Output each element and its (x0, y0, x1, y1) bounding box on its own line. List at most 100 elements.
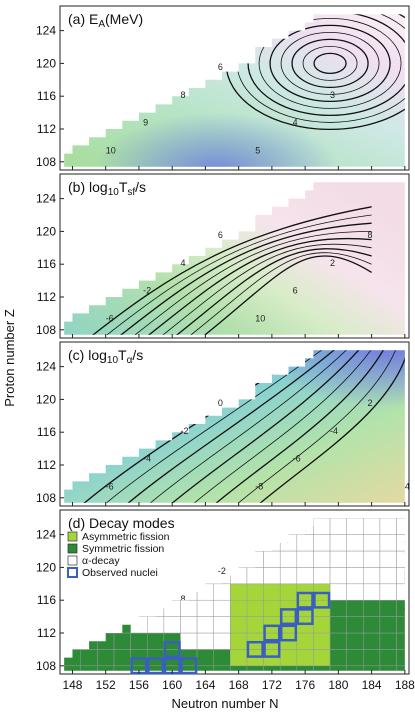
nucleus-cell (246, 616, 264, 634)
nucleus-cell (313, 550, 331, 568)
nucleus-cell (396, 567, 405, 585)
contour-line (212, 350, 389, 503)
nucleus-cell (379, 518, 397, 535)
nucleus-cell (379, 567, 397, 585)
nucleus-cell (363, 599, 381, 617)
contour-label: -2 (180, 426, 188, 436)
contour-label: 9 (143, 118, 148, 128)
contour-line (158, 243, 372, 335)
nucleus-cell (396, 599, 405, 617)
contour-line (256, 350, 405, 503)
contour-label: -2 (143, 286, 151, 296)
contour-label: 5 (255, 146, 260, 156)
nucleus-cell (329, 599, 347, 617)
contour-line (88, 206, 372, 335)
observed-nucleus (296, 591, 314, 609)
nucleus-cell (213, 649, 231, 667)
legend-label: α-decay (82, 555, 120, 567)
legend-swatch (67, 543, 78, 554)
nucleus-cell (246, 567, 264, 585)
panel-title: (c) log10Tα/s (68, 347, 143, 366)
x-tick-label: 176 (295, 678, 315, 692)
observed-nucleus (279, 608, 298, 626)
observed-nucleus (246, 640, 264, 658)
contour-lines (88, 206, 372, 335)
nucleus-cell (246, 583, 264, 601)
contour-label: 6 (293, 286, 298, 296)
nucleus-cell (279, 649, 298, 667)
nucleus-cell (296, 550, 314, 568)
nucleus-cell (313, 616, 331, 634)
nucleus-cell (263, 550, 281, 568)
contour-label: -4 (143, 454, 151, 464)
nucleus-cell (147, 616, 165, 634)
nucleus-cell (230, 583, 248, 601)
y-tick-label: 116 (37, 257, 56, 271)
contour-line (291, 38, 369, 89)
nucleus-cell (329, 534, 347, 552)
nucleus-cell (296, 649, 314, 667)
y-tick-label: 124 (36, 360, 56, 374)
contour-label: -6 (106, 314, 114, 324)
x-tick-label: 152 (96, 678, 116, 692)
observed-nucleus (313, 591, 331, 609)
nucleus-cell (213, 583, 231, 601)
x-tick-label: 156 (129, 678, 149, 692)
observed-nucleus (180, 657, 198, 675)
contour-label: 8 (180, 594, 185, 604)
nucleus-cell (313, 649, 331, 667)
nucleus-cell (396, 632, 405, 650)
nucleus-cell (113, 649, 131, 667)
nucleus-cell (279, 567, 298, 585)
observed-nucleus (263, 640, 281, 658)
nucleus-cell (279, 583, 298, 601)
nucleus-cell (329, 632, 347, 650)
contour-line (269, 24, 391, 103)
nucleus-cell (296, 567, 314, 585)
contour-label: 6 (218, 62, 223, 72)
x-axis-label: Neutron number N (172, 696, 279, 711)
nucleus-cell (396, 616, 405, 634)
nucleus-cell (379, 616, 397, 634)
y-tick-label: 108 (36, 323, 56, 337)
contour-line (236, 14, 405, 123)
legend-swatch (67, 555, 78, 566)
nucleus-cell (213, 599, 231, 617)
nucleus-cell (363, 550, 381, 568)
nucleus-cell (379, 550, 397, 568)
contour-line (116, 222, 372, 335)
contour-label: 4 (293, 118, 298, 128)
nucleus-cell (263, 583, 281, 601)
nucleus-cell (313, 534, 331, 552)
contour-line (124, 350, 345, 503)
y-tick-label: 124 (36, 192, 56, 206)
contour-line (280, 32, 380, 95)
nucleus-cell (379, 632, 397, 650)
contour-line (146, 350, 356, 503)
nucleus-cell (180, 616, 198, 634)
nucleus-cell (396, 550, 405, 568)
contour-line (130, 231, 372, 335)
nucleus-cell (363, 649, 381, 667)
contour-line (102, 214, 372, 335)
nucleus-cell (346, 649, 364, 667)
x-tick-label: 180 (328, 678, 348, 692)
contour-label: 8 (180, 90, 185, 100)
nucleus-cell (279, 550, 298, 568)
nucleus-cell (379, 534, 397, 552)
contour-label: 3 (330, 90, 335, 100)
observed-nucleus (147, 657, 165, 675)
x-tick-label: 164 (195, 678, 215, 692)
contour-label: 2 (330, 258, 335, 268)
nucleus-cell (213, 632, 231, 650)
nucleus-cell (329, 567, 347, 585)
contour-label: -6 (106, 482, 114, 492)
nucleus-cell (329, 518, 347, 535)
nucleus-cell (296, 632, 314, 650)
contour-label: -4 (330, 426, 338, 436)
nucleus-cell (196, 649, 214, 667)
contour-line (302, 46, 358, 81)
contour-label: -6 (293, 454, 301, 464)
nucleus-cell (230, 632, 248, 650)
